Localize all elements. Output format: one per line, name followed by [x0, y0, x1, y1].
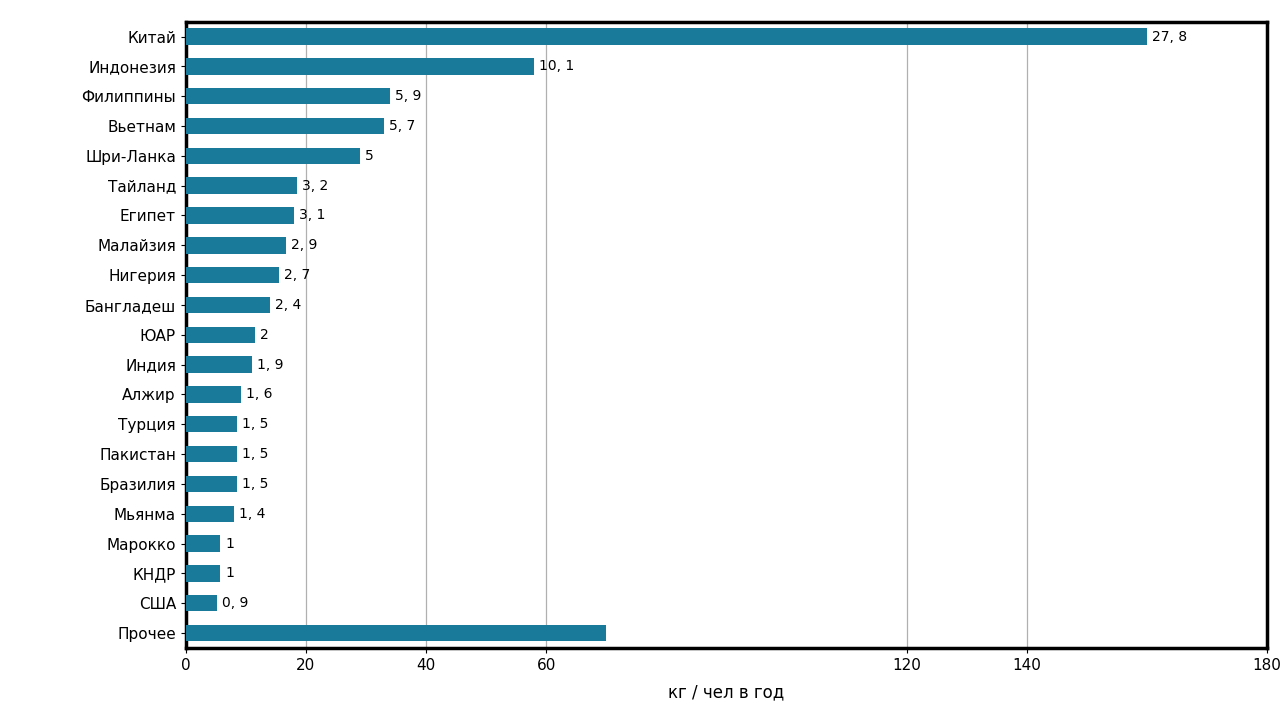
Text: 1, 5: 1, 5 [242, 477, 269, 491]
Bar [186, 297, 270, 313]
Text: 1: 1 [225, 536, 234, 551]
Bar [186, 267, 279, 284]
Text: 3, 2: 3, 2 [302, 179, 328, 193]
Text: 5, 9: 5, 9 [394, 89, 421, 103]
Bar [186, 416, 237, 433]
Text: 1, 9: 1, 9 [256, 358, 283, 372]
Bar [186, 476, 237, 492]
Bar [186, 505, 234, 522]
Text: 10, 1: 10, 1 [539, 59, 575, 73]
Text: 5: 5 [365, 149, 374, 163]
Bar [186, 28, 1147, 45]
Text: 5, 7: 5, 7 [389, 119, 415, 133]
Bar [186, 58, 534, 75]
Bar [186, 386, 241, 402]
Bar [186, 356, 252, 373]
Bar [186, 88, 390, 104]
Text: 2: 2 [260, 328, 269, 342]
Text: 1, 5: 1, 5 [242, 447, 269, 461]
Text: 1: 1 [225, 567, 234, 580]
Text: 1, 6: 1, 6 [246, 387, 273, 402]
Bar [186, 148, 360, 164]
Bar [186, 625, 607, 642]
Text: 2, 9: 2, 9 [291, 238, 317, 252]
Bar [186, 595, 216, 611]
Bar [186, 536, 220, 552]
Text: 3, 1: 3, 1 [298, 209, 325, 222]
Text: 1, 5: 1, 5 [242, 418, 269, 431]
Bar [186, 327, 255, 343]
Bar [186, 446, 237, 462]
Bar [186, 177, 297, 194]
X-axis label: кг / чел в год: кг / чел в год [668, 684, 785, 702]
Text: 0, 9: 0, 9 [221, 596, 248, 611]
Text: 27, 8: 27, 8 [1152, 30, 1187, 43]
Text: 2, 7: 2, 7 [284, 268, 310, 282]
Text: 1, 4: 1, 4 [239, 507, 265, 521]
Bar [186, 207, 294, 224]
Bar [186, 565, 220, 582]
Text: 2, 4: 2, 4 [274, 298, 301, 312]
Bar [186, 237, 285, 253]
Bar [186, 118, 384, 134]
